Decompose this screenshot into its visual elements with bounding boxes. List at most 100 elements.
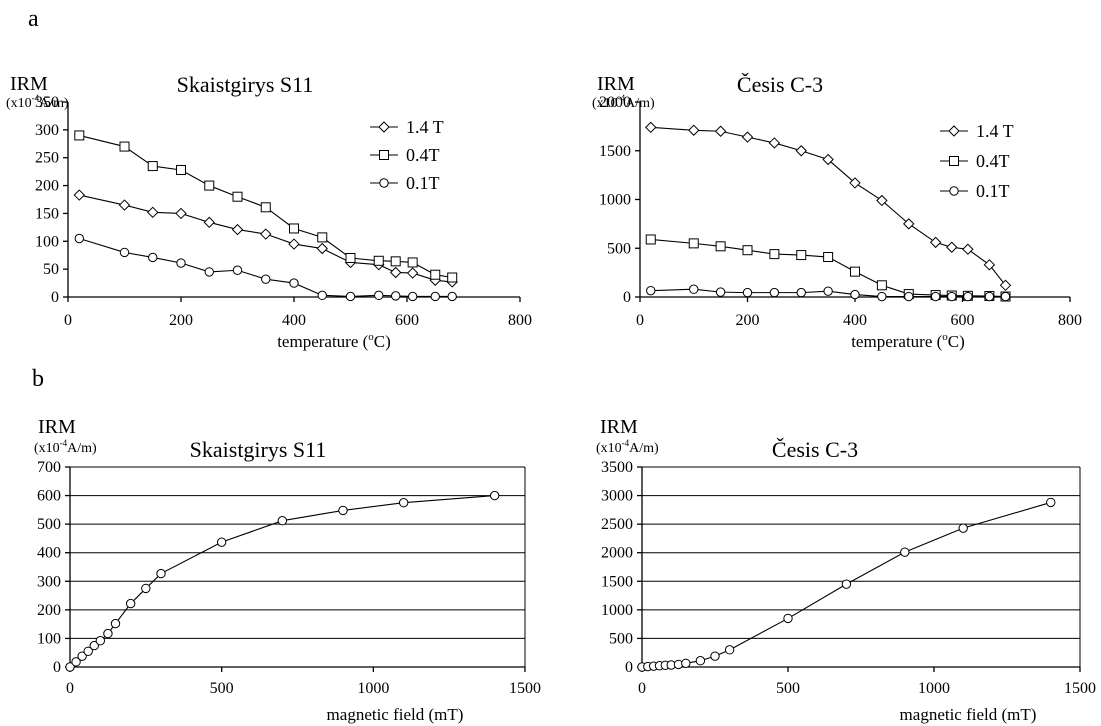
data-point (849, 177, 861, 189)
data-point (768, 137, 781, 149)
data-point (822, 153, 834, 166)
y-tick-label: 3500 (601, 459, 633, 476)
y-tick-label: 200 (35, 178, 59, 195)
data-point (877, 291, 887, 302)
data-point (71, 657, 81, 667)
data-point (338, 505, 348, 516)
x-label-prefix: temperature ( (277, 332, 368, 351)
x-tick-label: 400 (282, 312, 306, 329)
x-tick-label: 500 (210, 680, 234, 697)
data-point (156, 568, 166, 579)
data-point (946, 241, 958, 253)
data-point (742, 245, 753, 256)
y-tick-label: 600 (37, 488, 61, 505)
y-tick-label: 0 (51, 289, 59, 306)
x-label-degree: o (368, 331, 374, 343)
data-point (103, 628, 113, 639)
x-tick-label: 1500 (509, 680, 541, 697)
y-tick-label: 50 (43, 261, 59, 278)
data-point (119, 141, 130, 152)
y-tick-label: 300 (37, 573, 61, 590)
data-point (1000, 291, 1011, 302)
x-label-degree: o (942, 331, 948, 343)
data-point (204, 267, 214, 277)
x-tick-label: 1500 (1064, 680, 1096, 697)
y-tick-label: 2500 (601, 516, 633, 533)
data-point (317, 232, 328, 243)
chart-4: 0 500 1000 1500 2000 2500 3000 3500 0 500 1000 1500… (596, 416, 1096, 724)
x-tick-label: 500 (776, 680, 800, 697)
panel-label-b: b (32, 366, 44, 392)
data-point (823, 252, 834, 263)
data-point (260, 202, 271, 213)
data-point (904, 291, 914, 302)
series-1 (73, 189, 458, 288)
data-point (118, 199, 131, 211)
legend-label: 1.4 T (406, 117, 444, 137)
y-axis-unit: (x10-4A/m) (34, 438, 97, 456)
chart-3: 0 100 200 300 400 500 600 700 0 500 1000 1500 Skaist… (34, 416, 541, 724)
data-point (769, 249, 780, 260)
data-point (141, 583, 151, 594)
data-point (148, 252, 158, 263)
x-tick-label: 800 (1058, 312, 1082, 329)
y-tick-label: 3000 (601, 488, 633, 505)
data-point (841, 579, 852, 589)
x-tick-label: 0 (66, 680, 74, 697)
data-point (715, 241, 726, 252)
data-point (999, 279, 1012, 292)
data-point (74, 233, 85, 244)
x-tick-label: 1000 (357, 680, 389, 697)
x-tick-label: 200 (169, 312, 193, 329)
y-axis-label: IRM (600, 416, 638, 438)
data-point (391, 291, 401, 301)
data-point (715, 287, 726, 297)
x-axis-label: temperature (oC) (851, 331, 965, 351)
y-unit-exponent: -4 (618, 93, 626, 103)
chart-title: Česis C-3 (772, 437, 858, 462)
y-tick-label: 350 (35, 94, 59, 111)
data-point (176, 164, 186, 175)
y-unit-prefix: (x10 (34, 441, 60, 456)
data-point (688, 124, 700, 136)
data-point (203, 216, 215, 229)
data-point (317, 290, 327, 301)
legend: 1.4 T 0.4T 0.1T (940, 121, 1014, 201)
x-axis-label: magnetic field (mT) (327, 705, 464, 724)
x-tick-label: 800 (508, 312, 532, 329)
data-point (125, 598, 136, 609)
data-point (962, 243, 974, 255)
data-point (769, 287, 780, 298)
data-point (796, 287, 806, 298)
legend-label: 0.4T (406, 145, 440, 165)
series-3 (74, 233, 457, 302)
data-point (289, 278, 299, 288)
series-1 (637, 497, 1056, 672)
x-tick-label: 400 (843, 312, 867, 329)
y-unit-suffix: A/m) (39, 96, 69, 111)
data-point (823, 286, 833, 296)
series-3 (646, 284, 1011, 302)
data-point (783, 613, 793, 624)
data-point (345, 291, 356, 302)
data-point (398, 498, 409, 508)
data-point (73, 189, 86, 201)
data-point (724, 645, 735, 655)
y-tick-label: 200 (37, 602, 61, 619)
data-point (876, 280, 887, 291)
data-point (710, 651, 720, 661)
y-unit-exponent: -4 (32, 93, 40, 103)
panel-label-a: a (28, 6, 39, 32)
y-unit-prefix: (x10 (592, 96, 618, 111)
data-point (489, 490, 500, 501)
legend-marker (379, 150, 389, 160)
data-point (407, 257, 418, 268)
data-point (204, 180, 215, 191)
x-label-prefix: temperature ( (851, 332, 942, 351)
data-point (406, 267, 419, 279)
y-tick-label: 1000 (599, 192, 631, 209)
y-tick-label: 500 (609, 630, 633, 647)
data-point (645, 234, 656, 245)
chart-1: 0 50 100 150 200 250 300 350 0 200 400 600 800 Skaist… (6, 72, 532, 351)
